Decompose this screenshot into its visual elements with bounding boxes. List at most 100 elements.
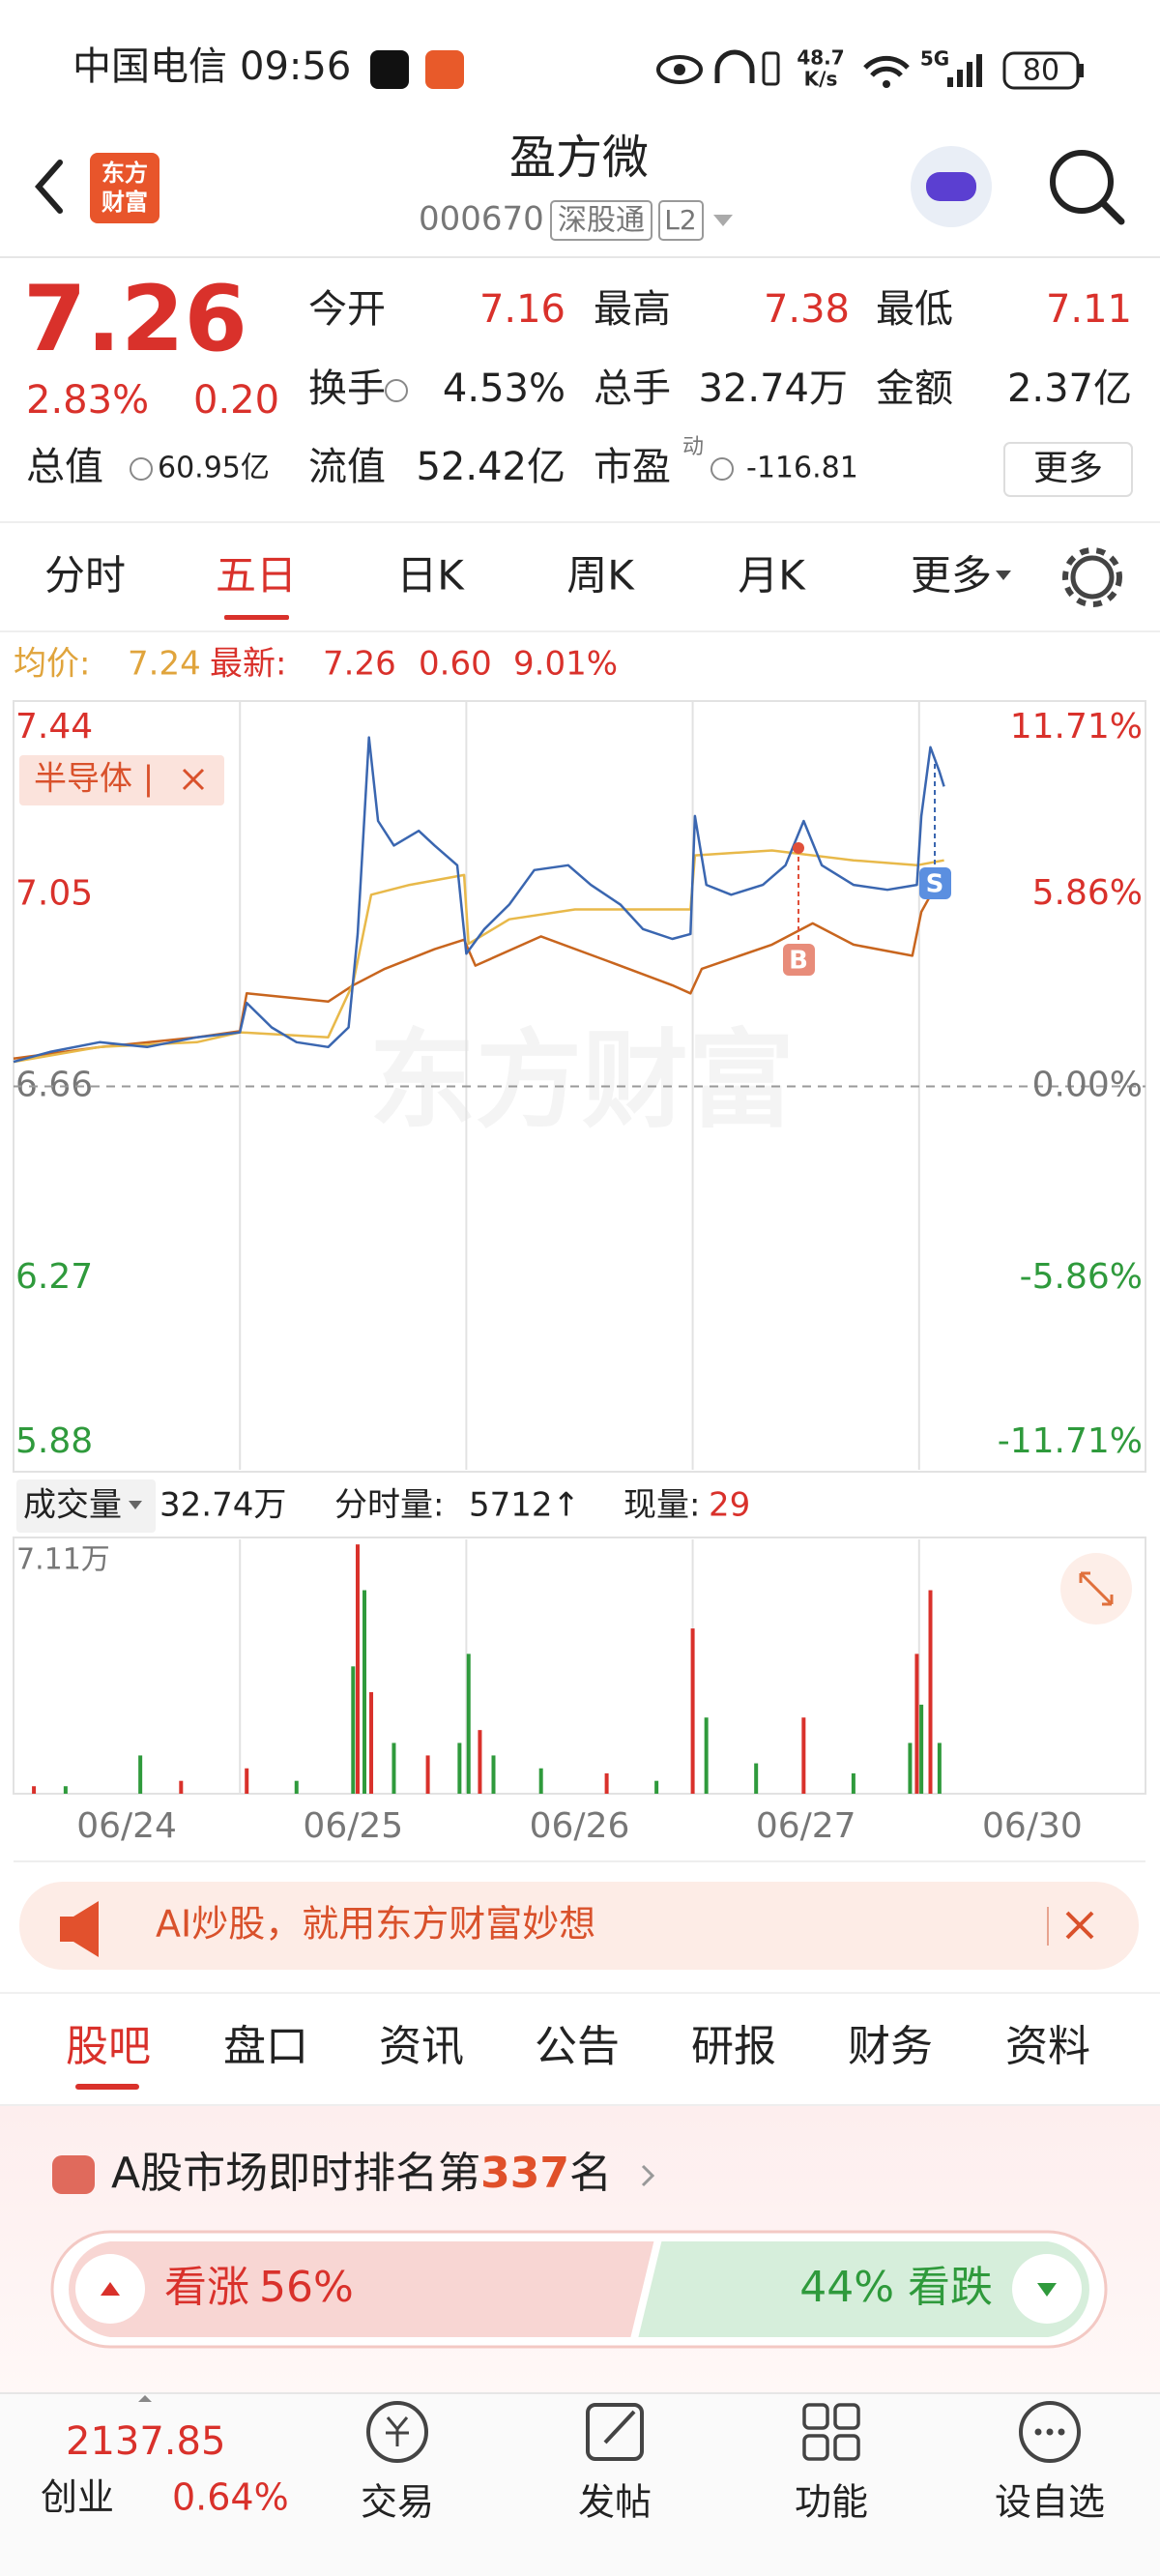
field-value: 7.11 <box>1046 287 1132 332</box>
volume-selector[interactable] <box>16 1479 156 1533</box>
stock-code: 000670 <box>419 200 544 239</box>
divider <box>14 1860 1146 1862</box>
app-icon <box>425 50 464 89</box>
volume-bar <box>704 1717 709 1794</box>
stock-name: 盈方微 <box>509 131 649 185</box>
period-tab[interactable]: 月K <box>738 552 806 600</box>
y-tick-label: 5.88 <box>15 1421 93 1461</box>
volume-bar <box>754 1763 759 1794</box>
y-tick-label: 7.05 <box>15 873 93 913</box>
period-tab[interactable]: 周K <box>566 552 635 600</box>
sell-marker-label: S <box>926 870 944 899</box>
nav-icon <box>1058 2428 1065 2436</box>
up-pct: 56% <box>259 2263 354 2312</box>
overlay-close[interactable] <box>182 768 205 791</box>
back-button[interactable] <box>35 160 63 214</box>
dropdown-arrow <box>129 1501 142 1509</box>
buy-marker[interactable] <box>783 944 815 976</box>
ad-banner[interactable] <box>19 1882 1139 1970</box>
field-label: 最低 <box>876 287 953 332</box>
badge-box <box>550 200 652 241</box>
network-type: 5G <box>920 47 949 71</box>
dropdown-arrow[interactable] <box>713 215 733 226</box>
sentiment-bar: 看涨 56% 看跌 44% <box>50 2230 1108 2349</box>
volume-bar <box>457 1742 462 1794</box>
level-box <box>658 200 704 241</box>
expand-icon <box>1079 1571 1114 1606</box>
field-value: 52.42亿 <box>416 445 566 489</box>
field-value: -116.81 <box>746 452 858 485</box>
logo-text: 财富 <box>102 189 148 216</box>
field-label: 今开 <box>308 287 386 332</box>
period-tab[interactable]: 分时 <box>44 552 126 600</box>
down-share[interactable] <box>638 2241 1089 2337</box>
ad-separator <box>1047 1907 1049 1946</box>
x-tick-label: 06/24 <box>76 1806 177 1846</box>
nav-icon <box>366 2401 428 2463</box>
logo[interactable] <box>90 153 160 223</box>
avg-price: 7.24 <box>128 645 201 684</box>
dropdown-arrow <box>996 571 1011 580</box>
nav-label[interactable]: 交易 <box>361 2481 434 2524</box>
volume-bar <box>392 1742 396 1794</box>
clock: 09:56 <box>240 44 351 89</box>
period-tab[interactable]: 更多 <box>911 552 992 600</box>
field-label: 流值 <box>308 445 386 489</box>
info-icon[interactable] <box>385 379 408 402</box>
settings-icon[interactable] <box>1070 555 1115 600</box>
ad-close[interactable] <box>1065 1911 1094 1940</box>
pe-note: 动 <box>682 435 704 459</box>
price-chart: 7.44 7.05 6.66 6.27 5.88 11.71% 5.86% 0.00% -5.8… <box>13 701 1146 1470</box>
info-icon[interactable] <box>710 457 734 481</box>
volume-bar <box>32 1786 37 1794</box>
nav-label[interactable]: 功能 <box>795 2481 868 2524</box>
nav-label[interactable]: 发帖 <box>578 2481 652 2524</box>
up-share[interactable] <box>69 2241 654 2337</box>
overlay-tag-label: 半导体 | <box>34 760 154 799</box>
x-tick-label: 06/27 <box>756 1806 856 1846</box>
content-tab[interactable]: 资料 <box>1005 2022 1090 2071</box>
active-indicator <box>224 615 289 620</box>
ranking-text[interactable]: A股市场即时排名第337名 <box>111 2149 612 2198</box>
nav-icon <box>833 2434 860 2461</box>
volume-bar <box>928 1590 933 1794</box>
latest-change-pct: 9.01% <box>513 645 618 684</box>
period-tab[interactable]: 五日 <box>216 552 297 600</box>
overlay-tag[interactable] <box>19 755 224 805</box>
index-change: 0.64% <box>172 2476 289 2519</box>
y-tick-label: 6.66 <box>15 1066 93 1105</box>
period-tab[interactable]: 日K <box>396 552 465 600</box>
field-label: 最高 <box>594 287 671 332</box>
volume-bar <box>294 1780 299 1794</box>
field-label: 金额 <box>876 366 953 411</box>
info-icon[interactable] <box>130 457 153 481</box>
field-label: 市盈 <box>594 445 671 489</box>
volume-bar <box>851 1772 856 1794</box>
down-arrow <box>1037 2283 1057 2297</box>
volume-bar <box>63 1786 68 1794</box>
content-tab[interactable]: 公告 <box>535 2022 620 2071</box>
app-icon <box>370 50 409 89</box>
sell-marker[interactable] <box>919 867 951 899</box>
index-value[interactable]: 2137.85 <box>66 2419 225 2464</box>
content-tab[interactable]: 研报 <box>691 2022 776 2071</box>
field-value: 4.53% <box>443 366 566 411</box>
change: 0.20 <box>193 378 279 423</box>
volume-bar <box>179 1780 184 1794</box>
content-tab[interactable]: 股吧 <box>66 2022 151 2071</box>
content-tab[interactable]: 财务 <box>848 2022 933 2071</box>
content-tab[interactable]: 资讯 <box>379 2022 464 2071</box>
net-speed: 48.7 <box>797 46 844 70</box>
field-label: 总值 <box>26 445 103 489</box>
nav-label[interactable]: 设自选 <box>995 2481 1105 2524</box>
search-icon[interactable] <box>1050 150 1114 214</box>
expand-arrow[interactable] <box>138 2395 152 2402</box>
content-tab[interactable]: 盘口 <box>223 2022 308 2071</box>
battery-icon <box>1002 51 1080 90</box>
more-button[interactable] <box>1003 442 1133 497</box>
field-value: 2.37亿 <box>1007 366 1132 411</box>
ranking-suffix: 名 <box>569 2149 612 2198</box>
divider <box>0 1992 1160 1994</box>
buy-marker-label: B <box>789 947 808 976</box>
